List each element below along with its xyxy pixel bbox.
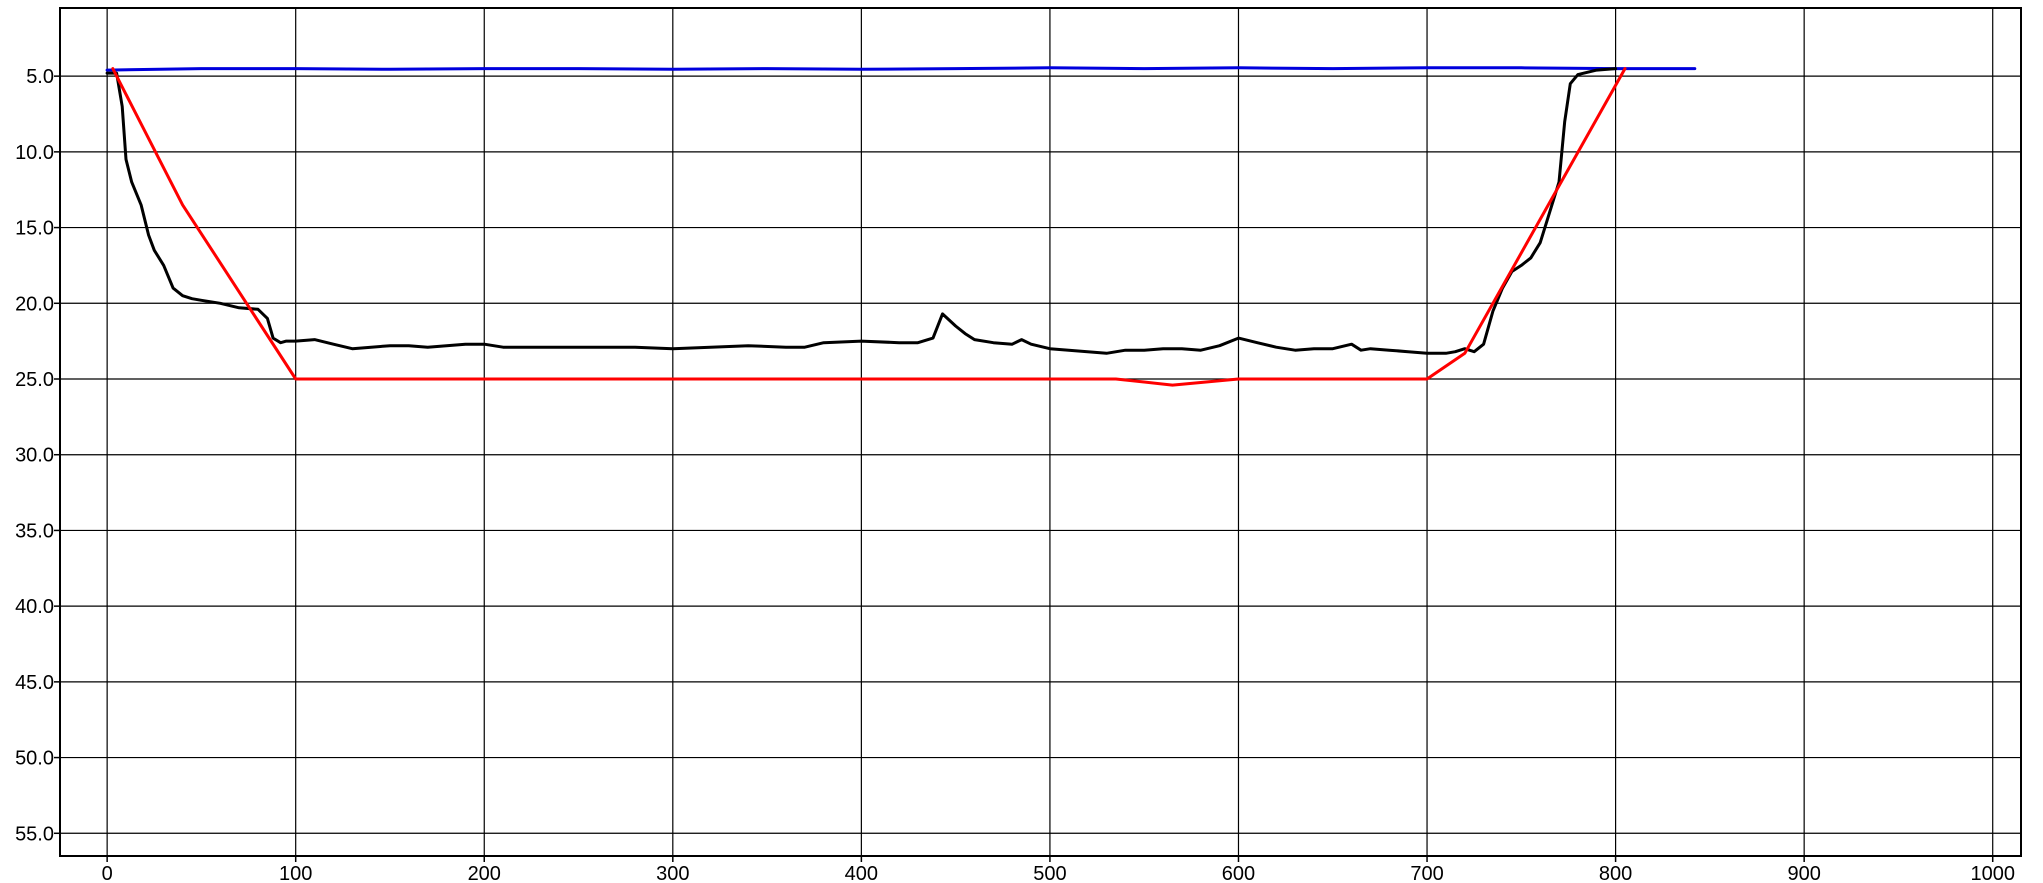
plot-frame bbox=[59, 7, 2022, 857]
x-tick-label: 700 bbox=[1410, 863, 1443, 883]
series-line-3 bbox=[111, 67, 1627, 387]
series-group bbox=[105, 66, 1697, 387]
y-tick-label: 45.0 bbox=[15, 672, 54, 694]
plot-background bbox=[60, 8, 2021, 856]
y-tick-label: 55.0 bbox=[15, 823, 54, 845]
x-tick-label: 800 bbox=[1599, 863, 1632, 883]
x-tick-label: 900 bbox=[1787, 863, 1820, 883]
x-axis: 0 100 200 300 400 500 600 700 800 900 1000 bbox=[102, 856, 2015, 883]
series-line-1 bbox=[105, 66, 1697, 72]
x-tick-label: 600 bbox=[1222, 863, 1255, 883]
x-tick-label: 200 bbox=[468, 863, 501, 883]
y-tick-label: 10.0 bbox=[15, 142, 54, 164]
y-tick-label: 20.0 bbox=[15, 293, 54, 315]
grid bbox=[60, 8, 2021, 856]
y-tick-label: 25.0 bbox=[15, 369, 54, 391]
x-tick-label: 100 bbox=[279, 863, 312, 883]
y-tick-label: 30.0 bbox=[15, 445, 54, 467]
x-tick-label: 400 bbox=[845, 863, 878, 883]
x-tick-label: 500 bbox=[1033, 863, 1066, 883]
x-tick-label: 1000 bbox=[1970, 863, 2015, 883]
x-tick-label: 300 bbox=[656, 863, 689, 883]
y-tick-label: 5.0 bbox=[26, 66, 54, 88]
y-axis: 5.0 10.0 15.0 20.0 25.0 30.0 35.0 40.0 45.0 50.0 5… bbox=[15, 66, 60, 845]
series-line-2 bbox=[105, 67, 1618, 355]
y-tick-label: 35.0 bbox=[15, 520, 54, 542]
y-tick-label: 40.0 bbox=[15, 596, 54, 618]
y-tick-label: 50.0 bbox=[15, 748, 54, 770]
x-tick-label: 0 bbox=[102, 863, 113, 883]
y-tick-label: 15.0 bbox=[15, 218, 54, 240]
